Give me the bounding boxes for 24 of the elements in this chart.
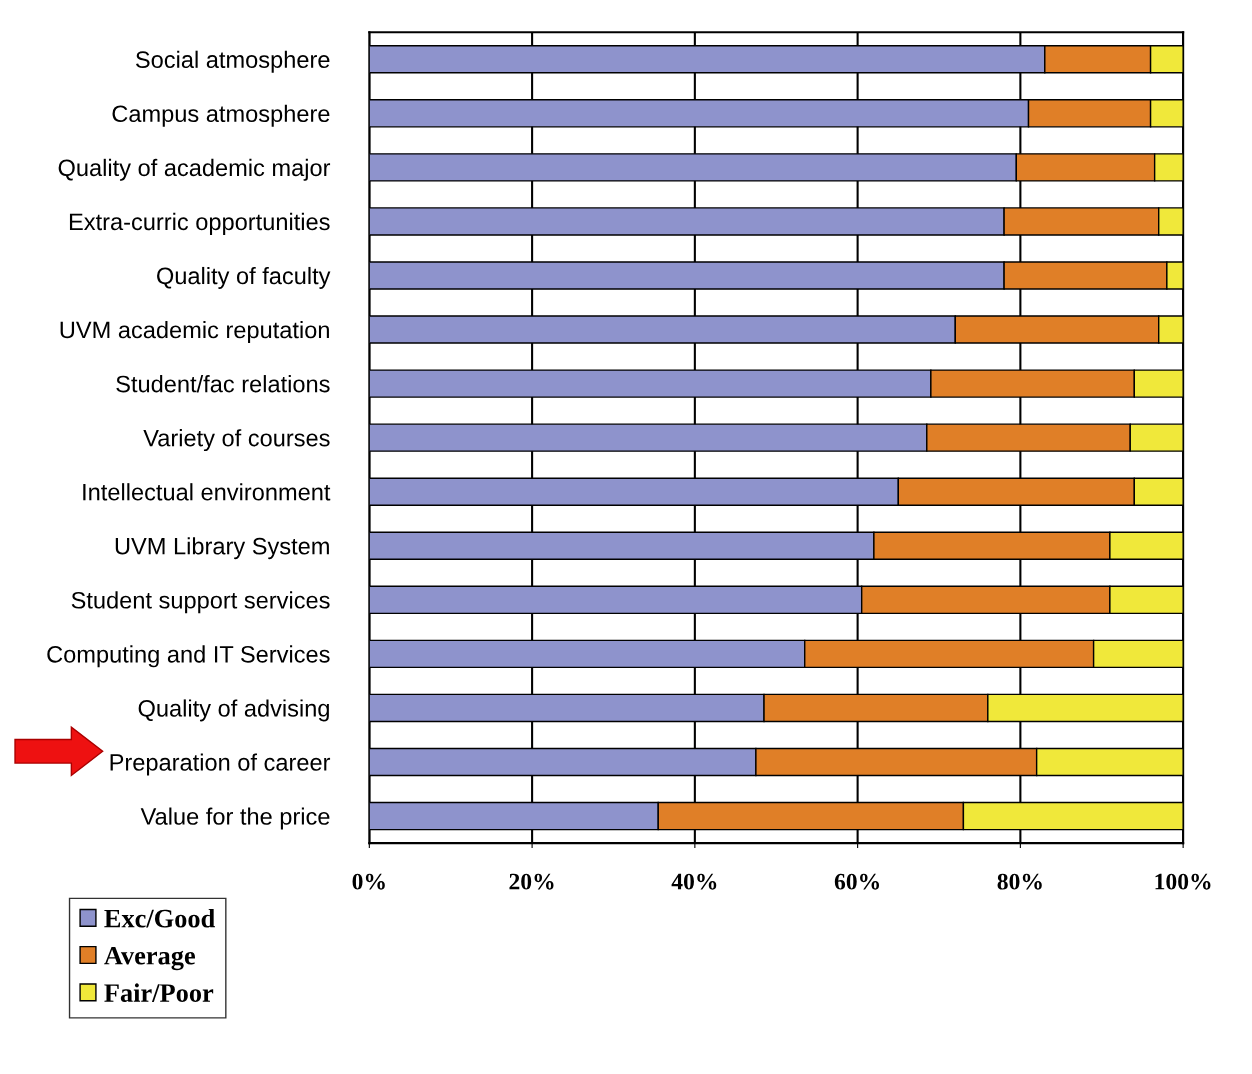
x-tick-label: 80% (997, 873, 1042, 890)
x-tick-label: 40% (671, 873, 717, 890)
y-tick-label: Quality of academic major (58, 158, 331, 181)
x-tick-label: 60% (834, 873, 880, 890)
y-tick-label: Quality of advising (138, 699, 329, 722)
y-tick-label: Intellectual environment (83, 483, 331, 501)
y-tick-label: Value for the price (140, 807, 330, 830)
legend-label: Average (104, 946, 195, 971)
y-tick-label: UVM Library System (115, 537, 329, 560)
y-tick-label: Student/fac relations (116, 375, 330, 393)
y-tick-label: Quality of faculty (157, 266, 331, 289)
x-tick-label: 0% (352, 873, 385, 890)
y-tick-label: Extra-curric opportunities (69, 212, 330, 235)
legend-label: Fair/Poor (104, 983, 214, 1002)
x-tick-label: 20% (509, 873, 554, 890)
y-tick-label: Campus atmosphere (112, 104, 330, 127)
y-tick-label: Student support services (71, 591, 330, 614)
y-tick-label: Variety of courses (143, 429, 330, 452)
legend-label: Exc/Good (104, 908, 215, 928)
y-tick-label: Computing and IT Services (47, 645, 330, 668)
y-tick-label: Preparation of career (110, 753, 331, 776)
x-tick-label: 100% (1155, 873, 1211, 890)
y-tick-label: Social atmosphere (135, 50, 330, 73)
y-tick-label: UVM academic reputation (60, 320, 329, 343)
